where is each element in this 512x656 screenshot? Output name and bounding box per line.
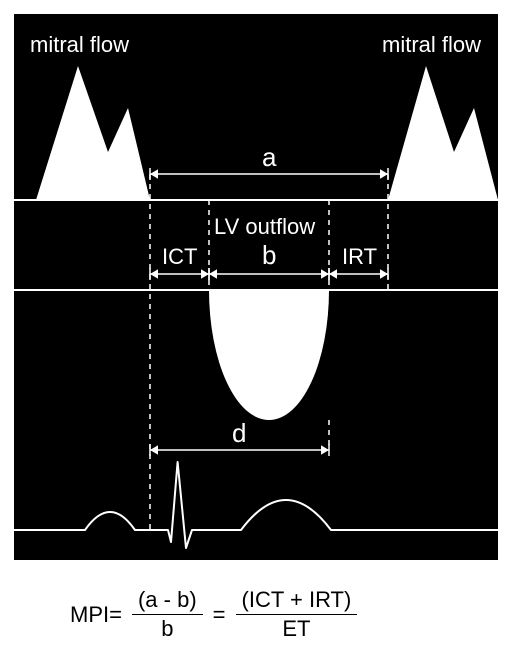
label-b: b bbox=[262, 240, 276, 271]
canvas: mitral flow mitral flow a LV outflow ICT… bbox=[0, 0, 512, 656]
label-ict: ICT bbox=[162, 244, 197, 270]
label-a: a bbox=[262, 142, 276, 173]
formula-frac1-den: b bbox=[132, 615, 203, 641]
label-mitral-left: mitral flow bbox=[30, 32, 129, 58]
formula-frac1-num: (a - b) bbox=[132, 588, 203, 615]
formula-eq: = bbox=[213, 602, 226, 628]
formula-frac2-den: ET bbox=[236, 615, 358, 641]
label-mitral-right: mitral flow bbox=[382, 32, 481, 58]
label-lv-outflow: LV outflow bbox=[214, 214, 315, 240]
mpi-formula: MPI= (a - b) b = (ICT + IRT) ET bbox=[70, 588, 357, 641]
mpi-diagram bbox=[14, 14, 498, 560]
formula-frac2: (ICT + IRT) ET bbox=[236, 588, 358, 641]
formula-frac1: (a - b) b bbox=[132, 588, 203, 641]
formula-frac2-num: (ICT + IRT) bbox=[236, 588, 358, 615]
label-irt: IRT bbox=[342, 244, 377, 270]
label-d: d bbox=[232, 418, 246, 449]
formula-lhs: MPI= bbox=[70, 602, 122, 628]
